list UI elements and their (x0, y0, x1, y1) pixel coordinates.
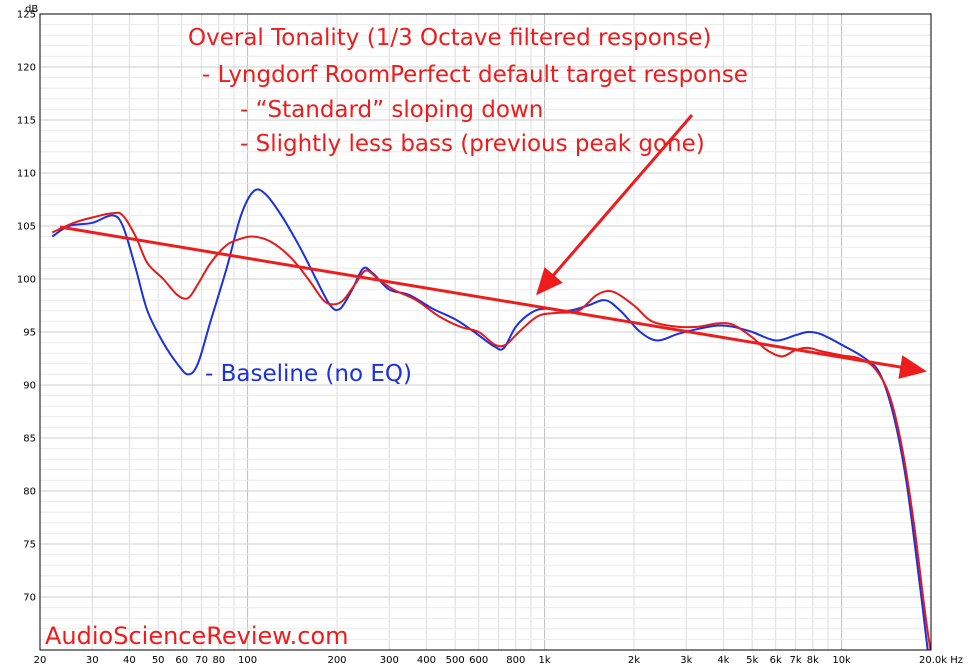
x-tick-label: 3k (680, 655, 692, 666)
x-tick-label: 20 (34, 655, 47, 666)
annotation-baseline: - Baseline (no EQ) (205, 361, 412, 387)
x-tick-label: 8k (807, 655, 819, 666)
y-tick-label: 80 (23, 487, 36, 498)
y-tick-label: 85 (23, 434, 36, 445)
x-tick-label: 4k (717, 655, 729, 666)
x-tick-label: 20.0k Hz (919, 655, 963, 666)
x-tick-label: 6k (770, 655, 782, 666)
y-tick-label: 120 (17, 63, 36, 74)
x-tick-label: 5k (746, 655, 758, 666)
x-tick-label: 7k (790, 655, 802, 666)
x-tick-label: 30 (86, 655, 99, 666)
baseline-response-line (51, 188, 929, 650)
y-tick-label: 110 (17, 169, 36, 180)
plot-frame (39, 13, 932, 651)
pointer-arrow (536, 114, 694, 296)
annotation-title: Overal Tonality (1/3 Octave filtered res… (188, 25, 711, 51)
annotation-less-bass: - Slightly less bass (previous peak gone… (240, 131, 705, 157)
x-tick-label: 300 (380, 655, 399, 666)
x-tick-label: 50 (152, 655, 165, 666)
y-tick-label: 90 (23, 381, 36, 392)
y-axis-ticks: 70 75 80 85 90 95 100 105 110 115 120 125 (17, 10, 36, 604)
x-tick-label: 1k (539, 655, 551, 666)
y-tick-label: 115 (17, 116, 36, 127)
x-tick-label: 800 (506, 655, 525, 666)
y-tick-label: 100 (17, 275, 36, 286)
x-tick-label: 200 (327, 655, 346, 666)
x-tick-label: 400 (417, 655, 436, 666)
annotation-sloping: - “Standard” sloping down (240, 97, 543, 123)
y-tick-label: 125 (17, 10, 36, 21)
y-tick-label: 75 (23, 540, 36, 551)
x-tick-label: 40 (123, 655, 136, 666)
y-tick-label: 105 (17, 222, 36, 233)
annotation-target-response: - Lyngdorf RoomPerfect default target re… (202, 62, 748, 88)
x-tick-label: 70 (195, 655, 208, 666)
x-tick-label: 10k (832, 655, 851, 666)
roomperfect-response-line (51, 211, 931, 650)
x-tick-label: 60 (175, 655, 188, 666)
x-tick-label: 100 (238, 655, 257, 666)
x-tick-label: 2k (628, 655, 640, 666)
watermark: AudioScienceReview.com (45, 622, 349, 650)
y-axis-unit-label: dB (25, 4, 38, 15)
x-tick-label: 80 (212, 655, 225, 666)
x-tick-label: 500 (446, 655, 465, 666)
target-slope-arrow (59, 225, 927, 379)
y-tick-label: 95 (23, 328, 36, 339)
y-tick-label: 70 (23, 593, 36, 604)
x-axis-ticks: 20 30 40 50 60 70 80 100 200 300 400 500 600 800 1k 2k 3… (34, 655, 963, 666)
x-tick-label: 600 (469, 655, 488, 666)
